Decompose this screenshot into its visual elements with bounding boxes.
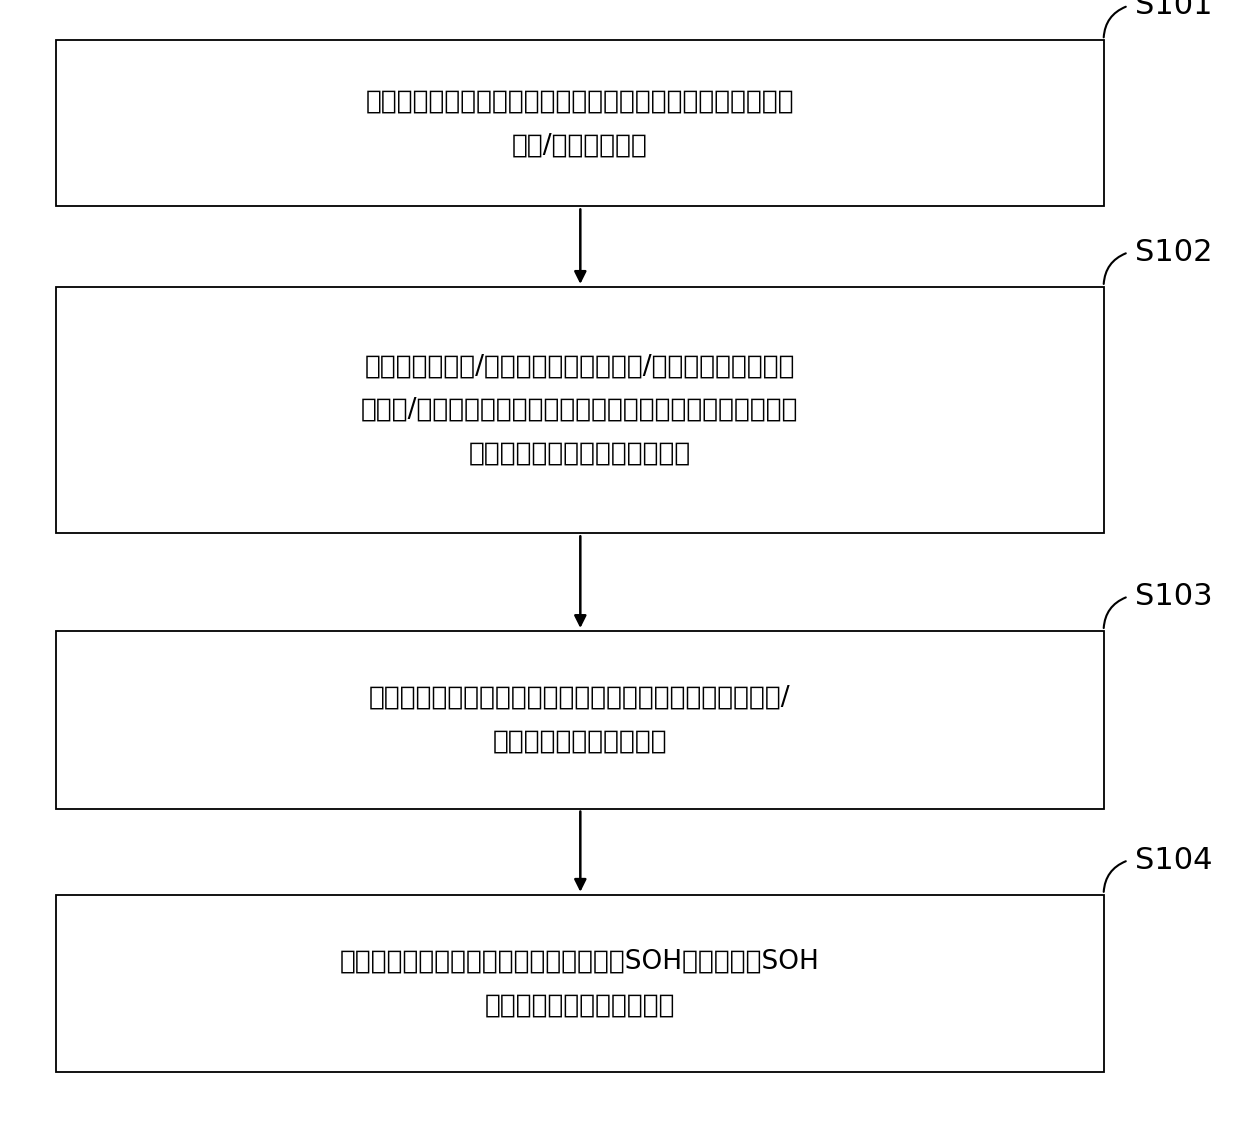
Text: 数时，记录动力电池的剩余容量: 数时，记录动力电池的剩余容量 (469, 440, 691, 467)
Text: 进行充/放电的循环测试，并在循环测试的次数达到预设循环次: 进行充/放电的循环测试，并在循环测试的次数达到预设循环次 (361, 397, 799, 423)
Bar (56, 40, 1104, 206)
Text: 放电过程中的寿命衰减率: 放电过程中的寿命衰减率 (492, 728, 667, 755)
Text: 时动力电池的剩余使用时间: 时动力电池的剩余使用时间 (485, 992, 675, 1019)
Text: 根据动力电池的剩余容量得到动力电池在预设循环次数的充/: 根据动力电池的剩余容量得到动力电池在预设循环次数的充/ (368, 685, 791, 711)
Text: S103: S103 (1135, 582, 1213, 611)
Text: S104: S104 (1135, 845, 1213, 875)
Text: 获取车辆测试数据，车辆测试数据包括预设时间内的动力电池: 获取车辆测试数据，车辆测试数据包括预设时间内的动力电池 (366, 88, 794, 115)
Bar (56, 287, 1104, 533)
Text: S101: S101 (1135, 0, 1213, 21)
Text: 的充/放电电流曲线: 的充/放电电流曲线 (512, 132, 647, 158)
Bar (56, 895, 1104, 1072)
Bar (56, 631, 1104, 809)
Text: S102: S102 (1135, 237, 1213, 267)
Text: 以动力电池的充/放电电流曲线对应的充/放电电流对动力电池: 以动力电池的充/放电电流曲线对应的充/放电电流对动力电池 (365, 353, 795, 380)
Text: 根据寿命衰减率计算动力电池的劣化程度SOH下降至预设SOH: 根据寿命衰减率计算动力电池的劣化程度SOH下降至预设SOH (340, 949, 820, 975)
